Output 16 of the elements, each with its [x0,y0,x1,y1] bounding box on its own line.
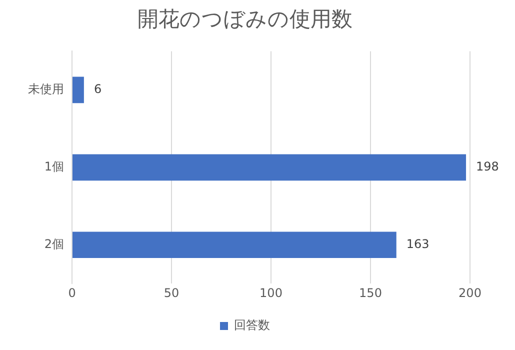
legend-label: 回答数 [234,318,270,332]
data-label: 6 [94,82,102,96]
x-tick-label: 100 [260,286,282,300]
x-tick-label: 50 [164,286,180,300]
x-tick-label: 0 [68,286,76,300]
x-tick-label: 200 [458,286,482,300]
y-tick-label: 2個 [44,236,64,251]
data-label: 198 [476,160,499,174]
data-label: 163 [406,236,430,251]
x-tick-label: 150 [359,286,382,300]
bar [72,154,466,181]
y-tick-label: 未使用 [28,82,64,96]
y-tick-label: 1個 [44,160,64,174]
chart-title: 開花のつぼみの使用数 [138,7,352,32]
bar [72,232,396,258]
bar [72,76,84,104]
